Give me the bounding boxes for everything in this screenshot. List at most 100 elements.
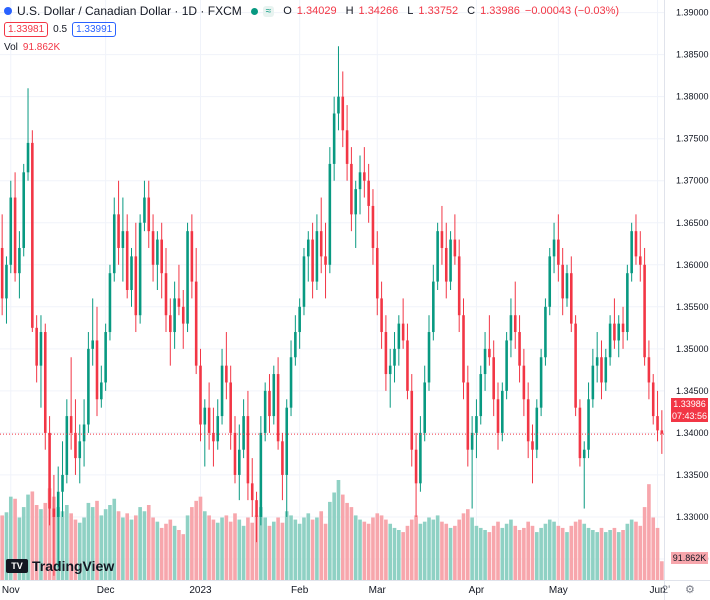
volume-bar	[241, 525, 246, 580]
x-tick-label: Apr	[469, 585, 485, 596]
volume-bar	[345, 502, 349, 580]
candle-body	[341, 96, 345, 131]
settings-icon[interactable]: ⚙	[685, 584, 695, 596]
candlesticks	[0, 46, 664, 576]
candle-body	[457, 256, 461, 316]
compare-button[interactable]: ≈	[262, 5, 275, 17]
volume-bar	[220, 517, 224, 580]
volume-bar	[315, 517, 319, 580]
candle-body	[535, 407, 539, 450]
volume-bar	[556, 525, 561, 580]
time-axis[interactable]: Nov Dec 2023 Feb Mar Apr May Jun	[0, 580, 710, 597]
volume-bar	[8, 496, 13, 580]
x-tick-label: 2023	[189, 585, 212, 596]
candle-body	[337, 96, 340, 114]
candle-body	[509, 315, 513, 341]
candle-body	[647, 357, 651, 383]
candle-body	[48, 432, 51, 509]
volume-bar	[168, 519, 173, 580]
open-label: O	[283, 5, 292, 17]
candle-body	[496, 399, 500, 433]
candle-body	[488, 348, 491, 358]
volume-bar	[250, 522, 255, 580]
candle-body	[143, 197, 146, 223]
volume-bar	[185, 515, 190, 580]
volume-bar	[371, 517, 375, 580]
volume-bar	[595, 532, 599, 580]
volume-bar	[608, 530, 612, 580]
volume-bar	[616, 532, 621, 580]
volume-bar	[457, 519, 462, 580]
candle-body	[539, 357, 543, 408]
volume-bar	[129, 519, 134, 580]
volume-bar	[73, 519, 78, 580]
volume-bar	[263, 517, 267, 580]
volume-bar	[82, 517, 86, 580]
volume-bar	[591, 530, 595, 580]
candle-body	[311, 239, 314, 282]
candle-body	[393, 348, 396, 366]
volume-bar	[660, 561, 664, 580]
volume-bar	[289, 515, 293, 580]
candle-body	[207, 407, 211, 433]
candle-body	[35, 327, 38, 366]
volume-bar	[280, 522, 285, 580]
candle-body	[643, 264, 646, 358]
volume-bar	[478, 527, 483, 580]
buy-button[interactable]: 1.33991	[72, 22, 117, 37]
candle-body	[91, 340, 94, 349]
volume-bar	[522, 527, 526, 580]
y-tick-label: 1.34000	[676, 428, 709, 438]
volume-bar	[578, 519, 582, 580]
close-value: 1.33986	[480, 5, 520, 17]
volume-bar	[599, 527, 604, 580]
tradingview-logo[interactable]: TV TradingView	[6, 558, 114, 574]
candle-body	[151, 231, 155, 265]
volume-bar	[440, 521, 444, 580]
volume-bar	[319, 511, 324, 580]
volume-tag-value: 91.862K	[672, 553, 707, 563]
volume-bar	[121, 517, 125, 580]
y-tick-label: 1.38500	[676, 50, 709, 60]
candle-body	[613, 323, 616, 341]
open-value: 1.34029	[296, 5, 337, 17]
scroll-to-realtime-button[interactable]: 2'	[662, 584, 671, 596]
candle-body	[56, 491, 60, 517]
sell-button[interactable]: 1.33981	[4, 22, 49, 37]
low-value: 1.33752	[418, 5, 459, 17]
volume-bar	[547, 519, 552, 580]
candle-body	[177, 298, 181, 307]
volume-bar	[30, 491, 35, 580]
candle-body	[501, 390, 504, 433]
price-axis[interactable]: 1.39000 1.38500 1.38000 1.37500 1.37000 1.365…	[664, 0, 709, 600]
currency-flag-icon	[4, 7, 12, 15]
volume-bar	[4, 512, 9, 580]
volume-bar	[612, 527, 617, 580]
volume-bar	[142, 511, 147, 580]
volume-bar	[565, 532, 569, 580]
candle-body	[39, 332, 43, 366]
volume-bar	[504, 523, 509, 580]
candle-body	[52, 508, 56, 517]
volume-bar	[211, 519, 216, 580]
candle-body	[384, 332, 388, 375]
candle-body	[255, 500, 258, 517]
candle-body	[43, 332, 47, 433]
candle-body	[522, 365, 526, 400]
volume-bar	[90, 507, 95, 580]
volume-bar	[647, 484, 651, 580]
volume-bar	[483, 530, 487, 580]
volume-bar	[353, 515, 358, 580]
candle-body	[432, 281, 435, 333]
candle-body	[259, 432, 263, 517]
candle-body	[410, 390, 414, 450]
candle-body	[263, 390, 267, 433]
candle-body	[462, 315, 465, 383]
volume-bar	[431, 519, 436, 580]
candle-body	[574, 323, 577, 408]
candle-body	[380, 298, 383, 333]
volume-bar	[69, 513, 73, 580]
candle-body	[125, 231, 129, 290]
candle-body	[634, 231, 638, 257]
